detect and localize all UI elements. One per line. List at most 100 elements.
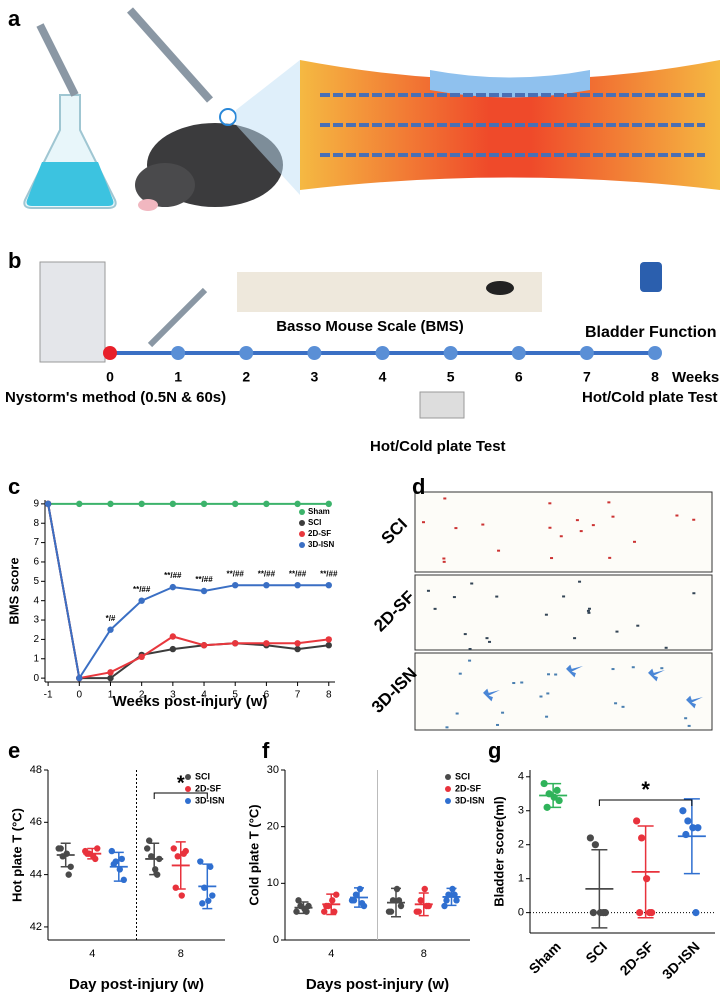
label: Bladder Function (585, 324, 717, 341)
y-tick-label: 42 (30, 921, 42, 933)
y-tick-label: 1 (33, 653, 39, 664)
x-tick-label: -1 (44, 690, 53, 701)
arrow (483, 688, 500, 702)
point (207, 863, 214, 870)
speck (579, 530, 583, 533)
point (599, 909, 607, 917)
image-frame (414, 491, 713, 573)
speck (496, 723, 500, 726)
point (209, 892, 216, 899)
point (643, 875, 651, 883)
x-tick-label: 4 (201, 690, 207, 701)
speck (488, 640, 492, 643)
point (76, 674, 83, 682)
week-label: 1 (174, 369, 182, 385)
speck (636, 624, 640, 627)
timeline-node (103, 346, 117, 360)
point (331, 908, 338, 915)
speck (684, 717, 688, 720)
speck (442, 560, 446, 563)
speck (454, 527, 458, 530)
speck (445, 726, 449, 729)
y-tick-label: 8 (33, 518, 39, 529)
row-label: SCI (378, 515, 411, 548)
speck (497, 549, 501, 552)
arrow (566, 664, 583, 678)
point (441, 902, 448, 910)
panel-label: a (8, 6, 21, 31)
annotation: * (177, 772, 185, 794)
annotation: **/## (195, 575, 213, 584)
error-bar (591, 849, 608, 929)
y-tick-label: 7 (33, 537, 39, 548)
x-tick-label: Sham (526, 938, 564, 976)
point (417, 897, 424, 904)
y-tick-label: 0 (518, 907, 524, 919)
point (263, 581, 270, 589)
x-tick-label: 4 (89, 948, 95, 960)
timeline-node (171, 346, 186, 360)
error-bar (202, 863, 213, 910)
point (200, 587, 208, 595)
speck (562, 595, 566, 598)
speck (443, 497, 447, 500)
y-tick-label: 3 (33, 615, 39, 626)
speck (578, 580, 582, 583)
point (174, 853, 181, 860)
speck (675, 514, 679, 517)
y-tick-label: 5 (33, 576, 39, 587)
speck (546, 692, 550, 695)
row-label: 2D-SF (370, 587, 418, 635)
x-tick-label: 1 (108, 690, 114, 701)
point (44, 500, 52, 508)
point (415, 908, 422, 915)
point (57, 845, 64, 852)
point (633, 817, 641, 825)
point (421, 885, 428, 893)
speck (687, 724, 691, 727)
y-tick-label: 4 (33, 595, 39, 606)
speck (501, 711, 505, 714)
point (555, 796, 563, 805)
speck (575, 519, 579, 522)
point (293, 908, 300, 915)
point (321, 908, 328, 915)
point (107, 500, 114, 508)
point (65, 871, 72, 878)
x-tick-label: 5 (232, 690, 238, 701)
point (199, 900, 206, 907)
speck (458, 672, 462, 675)
error-bar (354, 887, 364, 908)
point (76, 500, 83, 508)
legend-label: 2D-SF (308, 529, 331, 538)
legend-marker (445, 774, 451, 780)
point (205, 897, 212, 904)
y-tick-label: 0 (273, 934, 279, 946)
error-bar (87, 847, 98, 860)
y-tick-label: 2 (518, 839, 524, 851)
panel-label: f (262, 738, 270, 763)
speck (587, 611, 591, 614)
y-tick-label: 30 (267, 764, 279, 776)
point (107, 674, 114, 682)
bracket (153, 792, 208, 799)
speck (442, 557, 446, 560)
point (636, 909, 644, 917)
x-axis-label: Day post-injury (w) (69, 976, 204, 993)
point (325, 642, 332, 649)
point (356, 885, 364, 893)
speck (614, 702, 618, 705)
x-tick-label: 0 (77, 690, 83, 701)
point (589, 909, 597, 917)
week-label: 0 (106, 369, 114, 385)
row-label: 3D-ISN (368, 664, 421, 717)
panel-label: c (8, 474, 20, 499)
point (146, 837, 153, 844)
series-line (47, 503, 329, 681)
legend-marker (299, 509, 305, 515)
speck (554, 673, 558, 676)
speck (544, 613, 548, 616)
speck (547, 673, 551, 676)
speck (607, 501, 611, 504)
